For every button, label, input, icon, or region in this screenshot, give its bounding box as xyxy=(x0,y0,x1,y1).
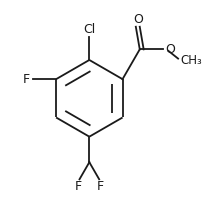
Text: Cl: Cl xyxy=(83,23,95,36)
Text: CH₃: CH₃ xyxy=(180,54,202,67)
Text: O: O xyxy=(165,43,175,56)
Text: F: F xyxy=(22,73,30,86)
Text: F: F xyxy=(75,180,82,193)
Text: O: O xyxy=(133,13,143,26)
Text: F: F xyxy=(97,180,104,193)
